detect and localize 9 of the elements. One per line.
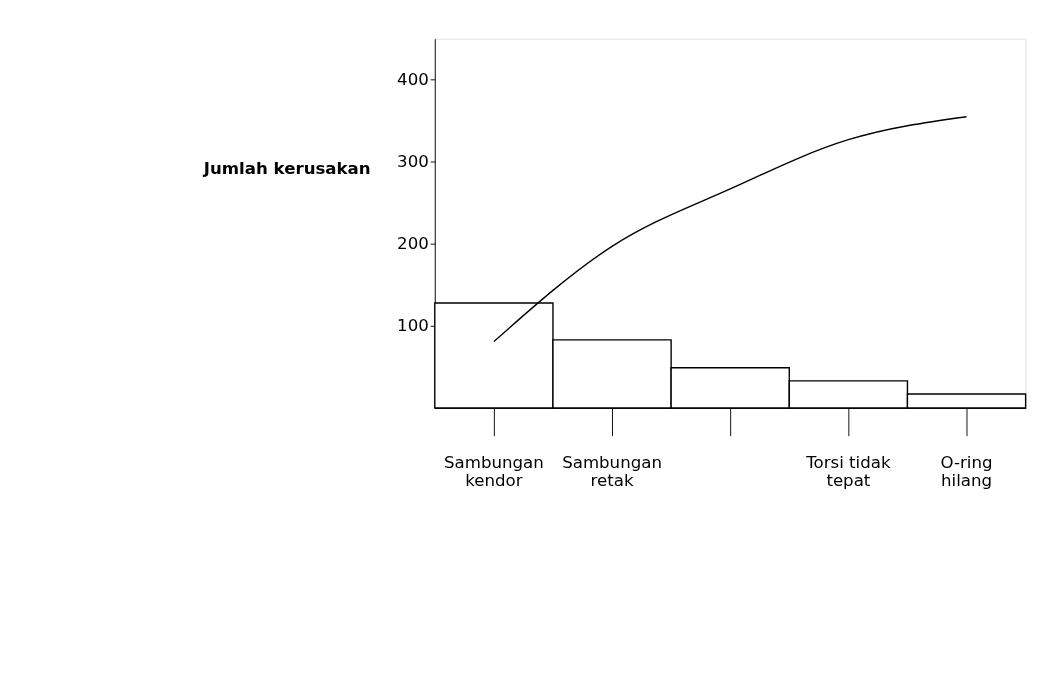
y-tick-label: 100 [397, 316, 429, 336]
y-tick-label: 200 [397, 233, 429, 253]
y-axis-title: Jumlah kerusakan [202, 158, 371, 178]
y-tick-label: 300 [397, 151, 429, 171]
x-tick-label: Torsi tidak tepat [805, 452, 891, 491]
y-tick-label: 400 [397, 69, 429, 89]
x-tick-label: Sambungan kendor [444, 452, 544, 491]
x-tick-label: Sambungan retak [562, 452, 662, 491]
x-tick-label: O-ring hilang [940, 452, 993, 491]
